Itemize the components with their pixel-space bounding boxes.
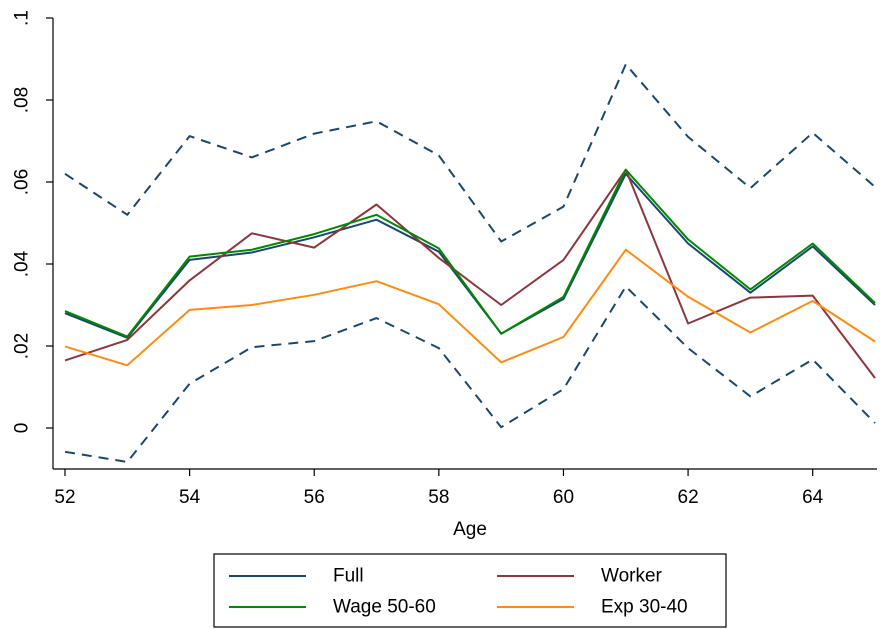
x-tick-label: 52	[54, 487, 75, 508]
x-tick-label: 62	[678, 487, 699, 508]
x-ticks: 52 54 56 58 60 62 64	[54, 469, 824, 508]
y-tick-label: .1	[12, 10, 33, 26]
series-line-wage-50-60	[64, 168, 876, 338]
y-tick-label: .02	[12, 333, 33, 359]
x-tick-label: 64	[802, 487, 824, 508]
x-tick-label: 54	[179, 487, 201, 508]
confidence-band-line	[64, 285, 876, 463]
legend-label: Wage 50-60	[333, 597, 436, 618]
x-tick-label: 60	[553, 487, 574, 508]
legend: Full Worker Wage 50-60 Exp 30-40	[213, 553, 727, 628]
legend-items: Full Worker Wage 50-60 Exp 30-40	[229, 566, 688, 618]
series-layer	[64, 63, 876, 463]
y-tick-label: 0	[12, 423, 33, 434]
legend-box	[213, 553, 727, 628]
x-tick-label: 58	[428, 487, 449, 508]
confidence-band-line	[64, 63, 876, 243]
legend-label: Exp 30-40	[601, 597, 688, 618]
y-ticks: 0 .02 .04 .06 .08 .1	[12, 10, 53, 434]
legend-label: Full	[333, 566, 364, 587]
legend-label: Worker	[601, 566, 663, 587]
series-line-worker	[64, 168, 876, 379]
axes: 0 .02 .04 .06 .08 .1 52 54 56 58 60 62 64	[12, 10, 877, 508]
series-line-exp-30-40	[64, 248, 876, 367]
x-tick-label: 56	[304, 487, 325, 508]
y-tick-label: .04	[12, 250, 33, 277]
y-tick-label: .06	[12, 169, 33, 195]
y-tick-label: .08	[12, 87, 33, 113]
x-axis-title: Age	[453, 519, 487, 540]
